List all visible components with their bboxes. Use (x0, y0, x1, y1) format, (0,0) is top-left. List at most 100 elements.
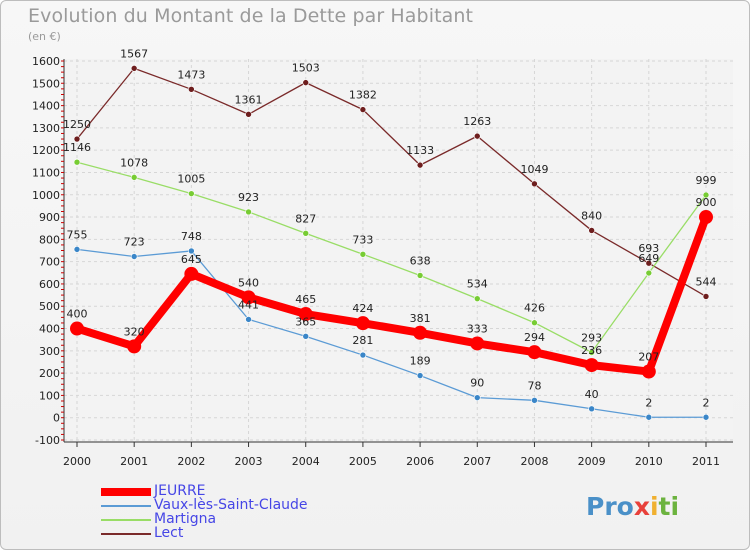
y-tick-label: 1100 (32, 166, 60, 179)
series-line-jeurre (73, 213, 710, 376)
data-point (302, 230, 310, 237)
data-point (588, 405, 595, 413)
data-label: 748 (181, 230, 202, 243)
legend-swatch (101, 488, 151, 496)
data-label: 1133 (406, 144, 434, 157)
legend-label: Vaux-lès-Saint-Claude (154, 497, 308, 513)
data-label: 900 (696, 196, 717, 209)
data-label: 649 (638, 252, 659, 265)
data-label: 320 (124, 325, 145, 338)
data-label: 1567 (120, 47, 148, 60)
data-point (531, 319, 538, 327)
x-tick-label: 2009 (578, 455, 606, 468)
data-point (355, 316, 370, 331)
data-label: 645 (181, 253, 202, 266)
data-label: 365 (295, 315, 316, 328)
series-line-vaux-l-s-saint-claude (76, 248, 707, 418)
y-tick-label: 900 (39, 211, 60, 224)
data-label: 294 (524, 331, 545, 344)
data-point (302, 333, 310, 340)
legend-label: JEURRE (154, 483, 206, 499)
data-point (641, 364, 656, 379)
data-point (359, 106, 367, 113)
data-point (130, 174, 138, 181)
data-point (645, 259, 653, 267)
data-label: 540 (238, 276, 259, 289)
data-point (188, 190, 195, 197)
data-label: 544 (696, 275, 717, 288)
y-tick-label: 300 (39, 345, 60, 358)
data-label: 426 (524, 302, 545, 315)
data-label: 281 (352, 334, 373, 347)
data-label: 534 (467, 278, 488, 291)
data-point (70, 321, 84, 336)
data-point (645, 269, 653, 277)
y-tick-label: 500 (39, 300, 60, 313)
data-point (702, 413, 710, 421)
data-label: 207 (638, 351, 659, 364)
data-point (473, 295, 481, 302)
x-tick-label: 2001 (120, 455, 148, 468)
data-point (359, 250, 367, 258)
y-tick-label: 800 (39, 233, 60, 246)
data-label: 40 (585, 388, 599, 401)
x-tick-label: 2006 (406, 455, 434, 468)
data-label: 638 (410, 254, 431, 267)
x-tick-label: 2010 (635, 455, 663, 468)
x-tick-label: 2011 (692, 455, 720, 468)
data-label: 1473 (177, 68, 205, 81)
data-point (416, 272, 424, 279)
data-point (188, 86, 195, 93)
x-tick-label: 2002 (177, 455, 205, 468)
data-point (588, 227, 595, 234)
data-label: 693 (638, 242, 659, 255)
data-label: 236 (581, 344, 602, 357)
y-tick-label: 400 (39, 323, 60, 336)
data-label: 923 (238, 191, 259, 204)
data-point (699, 210, 713, 225)
x-tick-label: 2008 (520, 455, 548, 468)
data-label: 827 (295, 212, 316, 225)
y-tick-label: 1400 (32, 100, 60, 113)
y-tick-label: 200 (39, 367, 60, 380)
data-point (298, 307, 313, 322)
data-point (359, 351, 367, 359)
legend-label: Martigna (154, 511, 217, 527)
data-point (245, 316, 252, 323)
y-tick-label: 0 (53, 412, 60, 425)
legend-swatch (101, 533, 151, 535)
data-label: 424 (352, 302, 373, 315)
logo-part: Pro (586, 492, 634, 521)
data-point (241, 290, 256, 305)
data-label: 2 (703, 396, 710, 409)
legend-label: Lect (154, 525, 184, 541)
y-tick-label: 1300 (32, 122, 60, 135)
data-point (245, 110, 252, 118)
data-point (416, 372, 424, 379)
y-tick-label: 1500 (32, 77, 60, 90)
legend-swatch (101, 505, 151, 507)
data-point (73, 135, 81, 143)
data-label: 2 (645, 396, 652, 409)
logo-part: ti (658, 492, 680, 521)
series-line-lect (76, 67, 707, 298)
y-tick-label: 1000 (32, 189, 60, 202)
plot-area (64, 59, 733, 440)
data-point (73, 158, 81, 166)
data-label: 733 (352, 233, 373, 246)
data-point (473, 394, 481, 401)
y-tick-label: 1600 (32, 55, 60, 68)
data-point (531, 180, 538, 188)
data-label: 999 (696, 174, 717, 187)
data-point (470, 336, 485, 351)
data-label: 189 (410, 355, 431, 368)
data-label: 723 (124, 236, 145, 249)
data-point (645, 413, 653, 421)
data-point (531, 397, 538, 404)
data-point (130, 65, 138, 72)
legend-swatch (101, 519, 151, 521)
chart-title: Evolution du Montant de la Dette par Hab… (28, 5, 474, 27)
y-tick-label: 700 (39, 256, 60, 269)
data-label: 755 (67, 228, 88, 241)
